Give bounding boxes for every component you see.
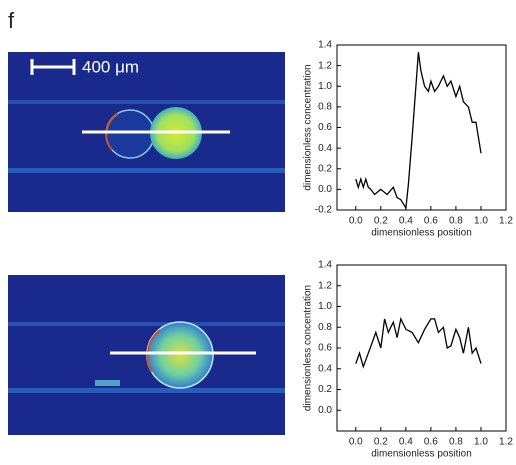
- y-tick-label: 1.4: [318, 40, 332, 51]
- data-line: [355, 52, 482, 210]
- y-tick-label: 0.2: [318, 384, 332, 395]
- x-tick-label: 0.4: [399, 216, 413, 227]
- y-tick-label: 0.0: [318, 184, 332, 195]
- x-tick-label: 0.8: [449, 437, 463, 448]
- y-tick-label: 1.2: [318, 60, 332, 71]
- panel-label: f: [8, 8, 15, 33]
- y-tick-label: 0.2: [318, 163, 332, 174]
- x-tick-label: 1.0: [474, 216, 488, 227]
- y-tick-label: 0.0: [318, 405, 332, 416]
- micrograph: 400 μm: [8, 52, 285, 212]
- x-axis-label: dimensionless position: [371, 449, 472, 460]
- scale-bar-label: 400 μm: [82, 57, 139, 76]
- x-tick-label: 0.0: [349, 216, 363, 227]
- x-tick-label: 1.2: [499, 437, 513, 448]
- y-tick-label: 0.8: [318, 102, 332, 113]
- y-tick-label: 0.4: [318, 363, 332, 374]
- y-axis-label: dimensionless concentration: [303, 64, 314, 190]
- y-tick-label: 1.4: [318, 260, 332, 271]
- x-axis-label: dimensionless position: [371, 228, 472, 239]
- x-tick-label: 0.4: [399, 437, 413, 448]
- y-tick-label: 1.2: [318, 280, 332, 291]
- y-axis-label: dimensionless concentration: [303, 285, 314, 411]
- y-tick-label: 0.6: [318, 122, 332, 133]
- plot-frame: [336, 264, 507, 432]
- data-line: [355, 316, 482, 369]
- y-tick-label: 0.8: [318, 322, 332, 333]
- x-tick-label: 0.8: [449, 216, 463, 227]
- x-tick-label: 0.6: [424, 216, 438, 227]
- x-tick-label: 0.2: [374, 216, 388, 227]
- x-tick-label: 0.2: [374, 437, 388, 448]
- y-tick-label: 0.4: [318, 143, 332, 154]
- x-tick-label: 0.0: [349, 437, 363, 448]
- micrograph: [8, 275, 285, 435]
- x-tick-label: 0.6: [424, 437, 438, 448]
- y-tick-label: 1.0: [318, 81, 332, 92]
- x-tick-label: 1.0: [474, 437, 488, 448]
- y-tick-label: -0.2: [315, 205, 333, 216]
- y-tick-label: 0.6: [318, 343, 332, 354]
- y-tick-label: 1.0: [318, 301, 332, 312]
- x-tick-label: 1.2: [499, 216, 513, 227]
